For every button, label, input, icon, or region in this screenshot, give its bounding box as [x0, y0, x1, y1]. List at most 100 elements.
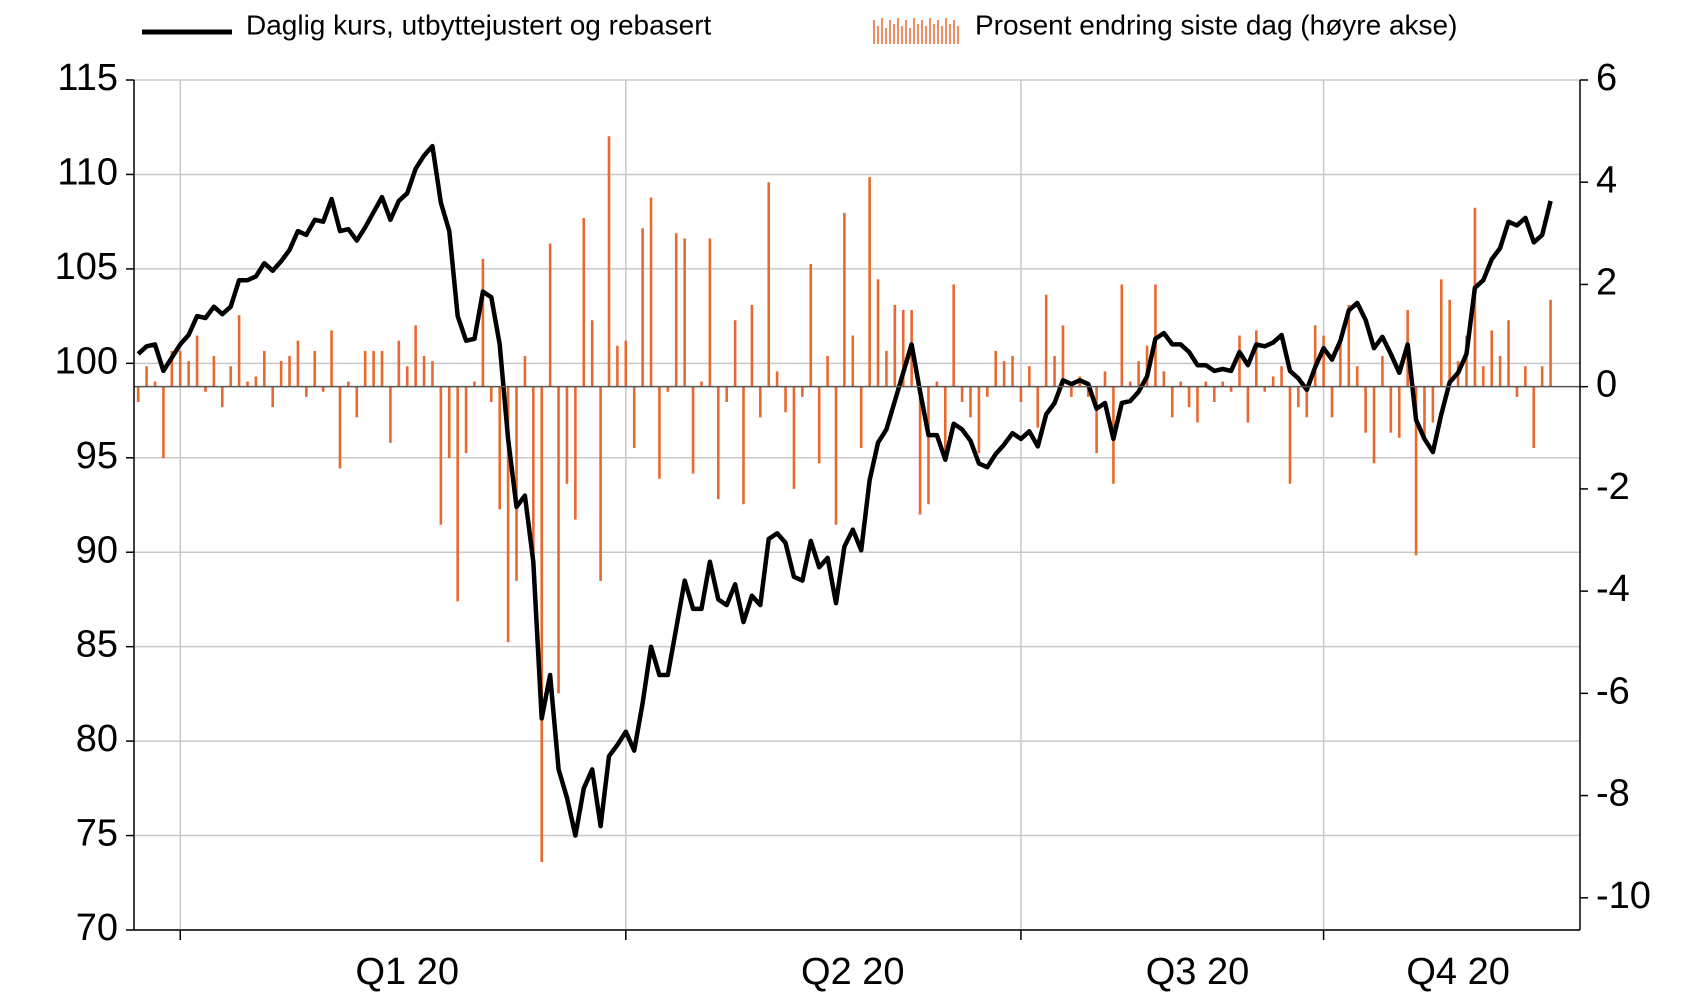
bar — [801, 386, 804, 397]
bar — [548, 243, 552, 387]
bar — [1389, 386, 1393, 433]
bar — [1103, 371, 1107, 387]
bar — [321, 386, 325, 392]
bar — [565, 386, 569, 484]
bar — [279, 361, 283, 387]
y-tick-label: 75 — [76, 813, 118, 855]
bar — [153, 381, 157, 387]
bar — [220, 386, 224, 408]
bar — [1524, 366, 1527, 387]
bar — [918, 386, 922, 515]
bar — [1288, 386, 1292, 484]
bar — [590, 320, 594, 387]
x-tick-label: Q1 20 — [355, 951, 459, 993]
bar — [1162, 371, 1166, 387]
bar — [893, 304, 897, 387]
bar — [1070, 386, 1073, 397]
bar — [254, 376, 258, 387]
bar — [1061, 325, 1065, 387]
bar — [405, 366, 409, 387]
bar — [574, 386, 577, 520]
bar — [607, 136, 611, 387]
bar — [1011, 356, 1014, 387]
bar — [1271, 376, 1275, 387]
bar — [1397, 386, 1401, 438]
bar — [826, 356, 829, 387]
bar — [599, 386, 602, 581]
bar — [431, 361, 434, 387]
bar — [506, 386, 510, 643]
bar — [296, 340, 300, 387]
bar — [1330, 386, 1334, 418]
bar — [775, 371, 779, 387]
y-tick-label: 115 — [57, 57, 118, 99]
bar — [1086, 386, 1090, 397]
bar — [464, 386, 468, 454]
y-tick-label: 105 — [55, 246, 118, 288]
bar — [859, 386, 863, 449]
bar — [1002, 361, 1006, 387]
bar — [305, 386, 308, 397]
bar — [145, 366, 148, 387]
bar — [380, 350, 384, 387]
bar — [489, 386, 493, 403]
bar — [330, 330, 333, 387]
bar — [759, 386, 762, 418]
x-tick-label: Q4 20 — [1406, 951, 1510, 993]
bar — [1431, 386, 1435, 423]
bar — [1187, 386, 1191, 408]
bar — [1095, 386, 1098, 454]
x-tick-label: Q3 20 — [1146, 951, 1250, 993]
bar — [498, 386, 502, 510]
bar — [1238, 335, 1241, 387]
bar — [1019, 386, 1023, 403]
bar — [616, 345, 619, 387]
bar — [1465, 335, 1468, 387]
bar — [742, 386, 745, 505]
bar — [716, 386, 720, 500]
bar — [977, 386, 981, 454]
bar — [582, 218, 586, 387]
bar — [1364, 386, 1367, 433]
bar — [784, 386, 787, 413]
bar — [683, 238, 686, 387]
bar — [901, 310, 905, 387]
bar — [1414, 386, 1418, 556]
bar — [1448, 299, 1451, 387]
bar — [1053, 356, 1056, 387]
bar — [885, 350, 888, 387]
bar — [876, 279, 880, 387]
bar — [473, 381, 476, 387]
bar — [666, 386, 670, 392]
bar — [792, 386, 796, 489]
y-tick-label: 110 — [57, 151, 118, 193]
bar — [1028, 366, 1031, 387]
bar — [178, 350, 182, 387]
bar — [355, 386, 359, 418]
bar — [557, 386, 560, 694]
bar — [447, 386, 451, 459]
bar — [422, 356, 426, 387]
bar — [195, 335, 199, 387]
bar — [1549, 299, 1552, 387]
y2-tick-label: 4 — [1596, 159, 1617, 201]
y2-tick-label: -10 — [1596, 875, 1651, 917]
legend-label: Daglig kurs, utbyttejustert og rebasert — [246, 9, 712, 40]
bar — [986, 386, 989, 397]
bar — [817, 386, 821, 464]
bar — [338, 386, 342, 469]
bar — [288, 356, 291, 387]
bar — [523, 356, 527, 387]
bar — [809, 264, 813, 387]
bar — [229, 366, 232, 387]
y-tick-label: 95 — [76, 435, 118, 477]
y2-tick-label: -4 — [1596, 568, 1630, 610]
bar — [1170, 386, 1174, 418]
bar — [1372, 386, 1376, 464]
bar — [1339, 335, 1342, 387]
bar — [481, 258, 485, 387]
y2-tick-label: -6 — [1596, 670, 1630, 712]
bar — [372, 350, 375, 387]
bar — [1120, 284, 1124, 387]
